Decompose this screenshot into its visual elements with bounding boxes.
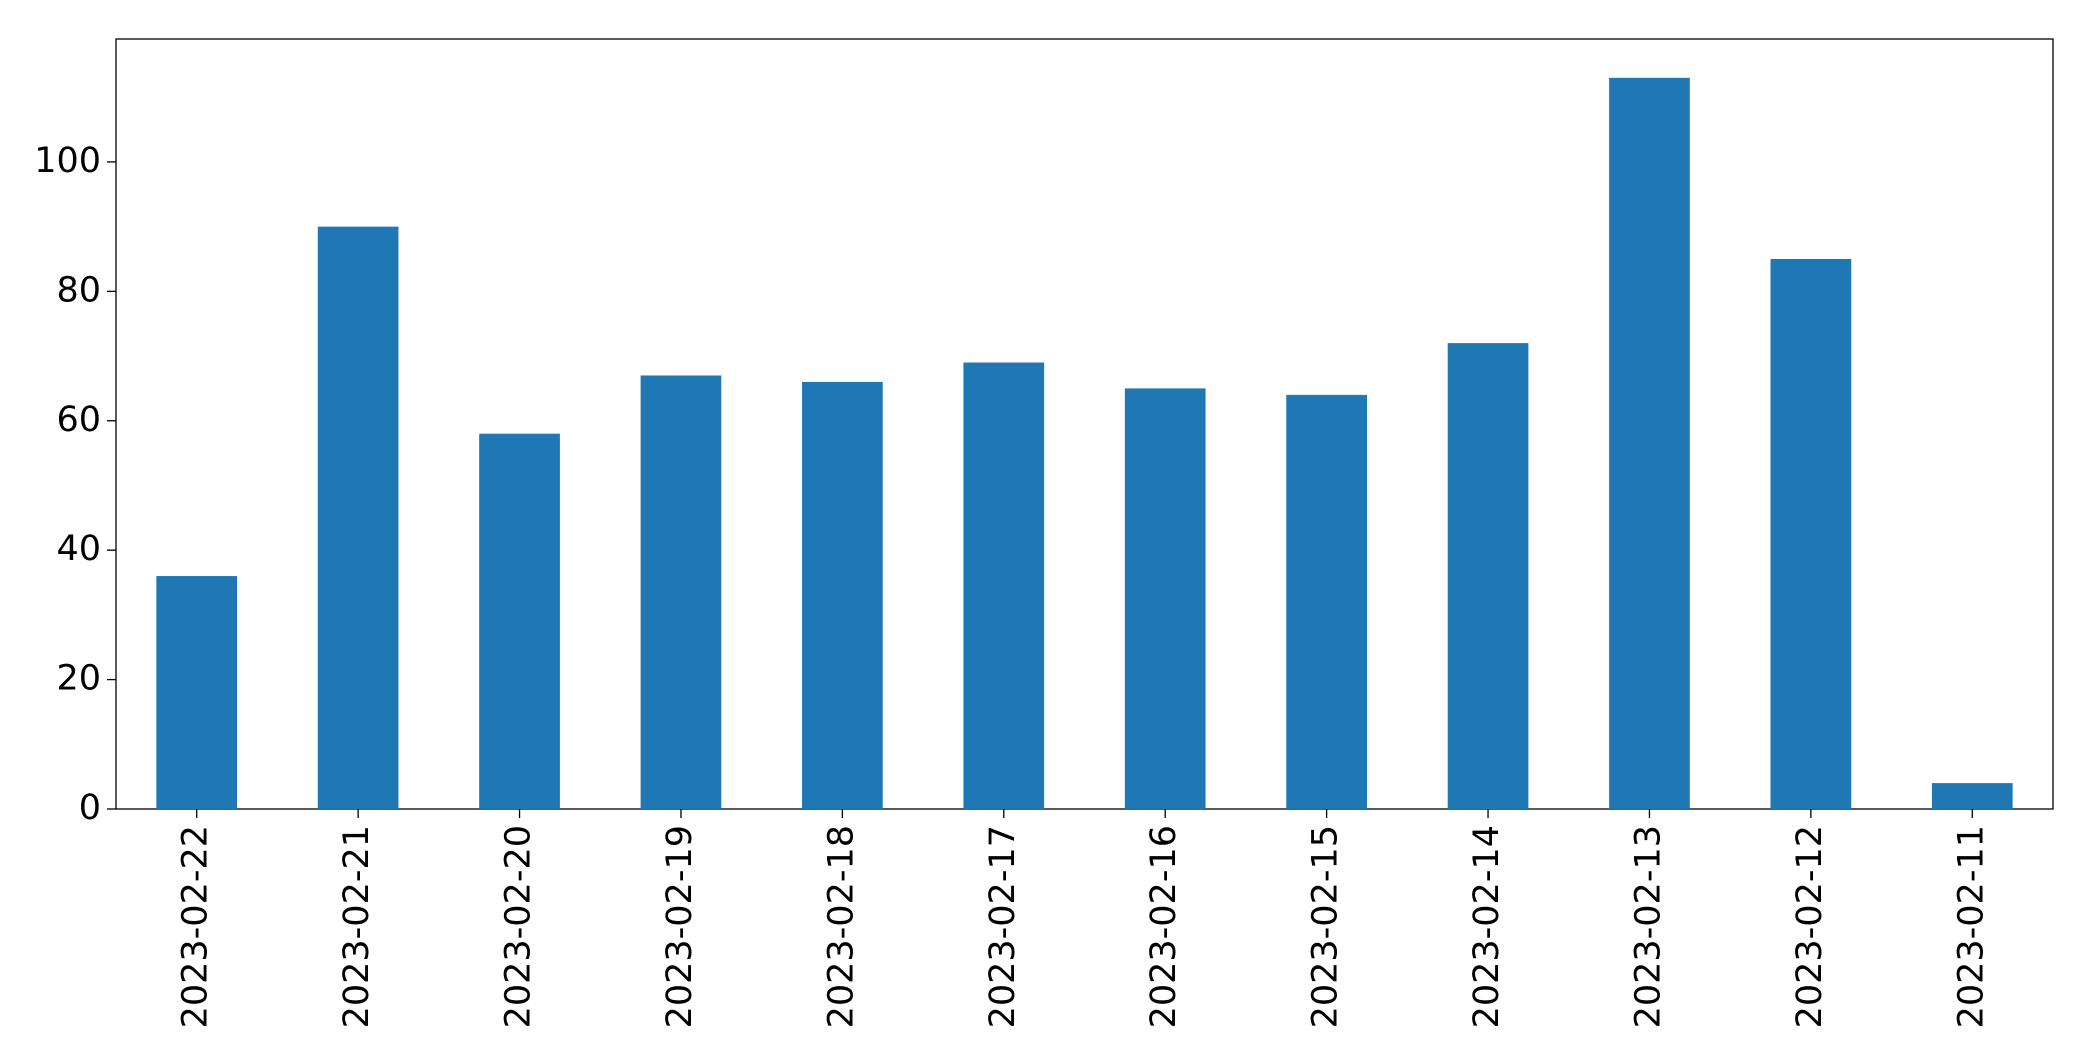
bar bbox=[1124, 388, 1206, 809]
x-tick-label: 2023-02-18 bbox=[821, 825, 861, 1028]
x-tick-label: 2023-02-11 bbox=[1951, 825, 1991, 1028]
bar bbox=[1609, 77, 1690, 809]
y-tick-label: 20 bbox=[56, 659, 101, 699]
x-tick-label: 2023-02-13 bbox=[1628, 825, 1668, 1028]
x-tick-label: 2023-02-16 bbox=[1144, 825, 1184, 1028]
plot-frame bbox=[115, 38, 2054, 810]
bar bbox=[1770, 259, 1852, 809]
bar bbox=[317, 226, 399, 809]
bar bbox=[802, 381, 883, 809]
bar bbox=[640, 375, 722, 809]
x-tick-label: 2023-02-12 bbox=[1790, 825, 1830, 1028]
y-tick-label: 80 bbox=[56, 270, 101, 310]
bar bbox=[479, 433, 560, 809]
bar bbox=[1931, 783, 2013, 809]
bar bbox=[156, 576, 238, 809]
x-tick-label: 2023-02-15 bbox=[1306, 825, 1346, 1028]
y-tick-label: 60 bbox=[56, 400, 101, 440]
x-tick-label: 2023-02-21 bbox=[337, 825, 377, 1028]
y-tick-label: 40 bbox=[56, 529, 101, 569]
x-tick-label: 2023-02-20 bbox=[499, 825, 539, 1028]
bar bbox=[1286, 394, 1367, 809]
x-tick-label: 2023-02-22 bbox=[176, 825, 216, 1028]
y-tick-label: 0 bbox=[79, 788, 101, 828]
y-tick-label: 100 bbox=[34, 141, 101, 181]
x-tick-label: 2023-02-14 bbox=[1467, 825, 1507, 1028]
x-tick-label: 2023-02-19 bbox=[660, 825, 700, 1028]
x-tick-label: 2023-02-17 bbox=[983, 825, 1023, 1028]
bar bbox=[963, 362, 1045, 809]
bar bbox=[1447, 343, 1529, 809]
